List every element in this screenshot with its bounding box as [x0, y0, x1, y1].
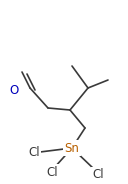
Text: Sn: Sn — [65, 141, 79, 155]
Text: Cl: Cl — [46, 165, 58, 178]
Text: Cl: Cl — [28, 146, 40, 158]
Text: Cl: Cl — [92, 169, 104, 181]
Text: O: O — [9, 84, 19, 96]
